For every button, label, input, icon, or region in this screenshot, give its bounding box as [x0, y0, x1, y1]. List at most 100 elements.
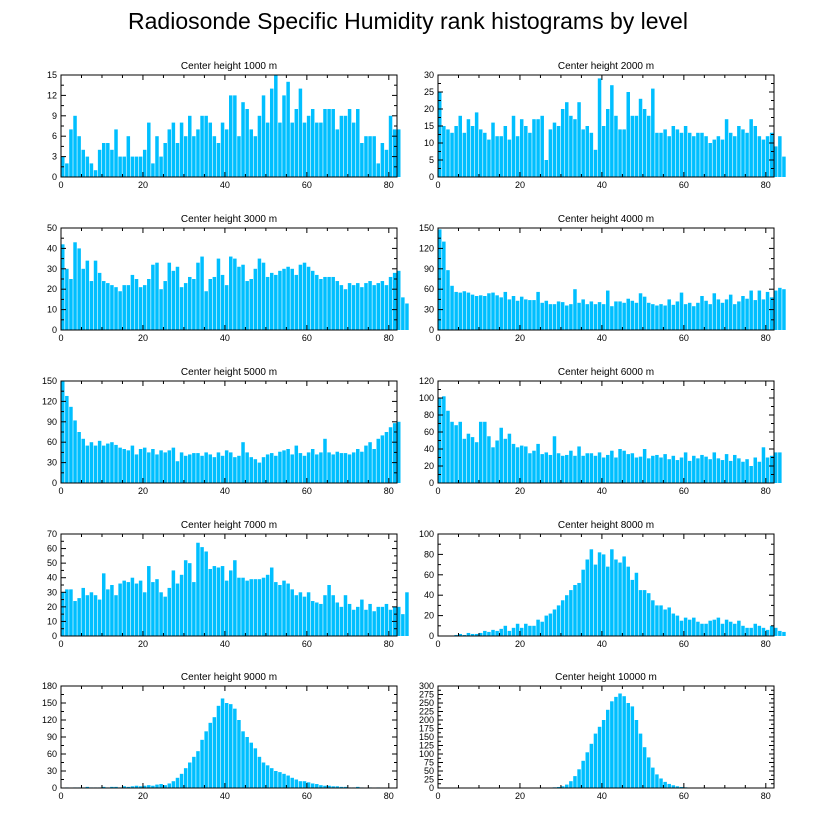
bar — [601, 457, 606, 483]
bar — [454, 291, 458, 330]
bar — [126, 582, 131, 636]
bar — [351, 609, 356, 636]
bar — [175, 143, 180, 177]
bar — [692, 617, 696, 636]
bar — [126, 285, 131, 330]
bar — [192, 582, 196, 636]
bar — [351, 452, 356, 483]
bar — [683, 304, 688, 330]
panel-4: Center height 4000 m 0 20 40 60 80 0 30 60 90 120 1… — [419, 214, 786, 343]
bar — [351, 122, 356, 177]
bar — [212, 276, 217, 330]
bar — [524, 446, 528, 483]
bar — [659, 778, 663, 788]
bar — [749, 119, 753, 177]
bar — [147, 566, 151, 636]
bar — [585, 559, 590, 636]
bar — [753, 457, 758, 483]
bar — [483, 630, 487, 636]
bar — [261, 457, 266, 483]
bar — [302, 455, 307, 483]
bar — [364, 283, 368, 330]
bar — [192, 756, 196, 788]
x-tick-label: 80 — [761, 486, 771, 496]
bar — [507, 630, 512, 636]
bar — [511, 296, 516, 330]
bar — [118, 583, 122, 636]
bar — [204, 452, 208, 483]
bar — [556, 126, 561, 177]
bar — [470, 126, 475, 177]
bar — [507, 433, 512, 483]
bar — [462, 291, 467, 330]
x-tick-label: 40 — [597, 486, 607, 496]
bar — [630, 579, 635, 636]
bar — [626, 298, 630, 330]
bar — [737, 126, 741, 177]
bar — [253, 268, 258, 330]
bar — [401, 614, 405, 636]
bar — [286, 81, 290, 177]
bar — [183, 560, 188, 636]
bar — [483, 132, 487, 177]
y-tick-label: 10 — [424, 138, 434, 148]
bar — [749, 627, 753, 636]
bar — [282, 268, 286, 330]
bar — [675, 301, 680, 330]
bar — [294, 274, 299, 330]
y-tick-label: 15 — [47, 70, 57, 80]
bar — [761, 139, 766, 177]
bar — [679, 132, 684, 177]
bar — [487, 631, 491, 636]
bar — [646, 302, 651, 330]
bar — [290, 777, 294, 788]
x-tick-label: 40 — [220, 639, 230, 649]
x-tick-label: 40 — [220, 791, 230, 801]
bar — [716, 617, 721, 636]
bar — [728, 621, 733, 636]
bar — [532, 450, 536, 483]
bar — [122, 786, 126, 788]
bar — [597, 302, 602, 330]
bar — [491, 292, 495, 330]
bar — [708, 304, 712, 330]
bar — [618, 301, 622, 330]
bar — [581, 129, 585, 177]
y-tick-label: 25 — [424, 775, 434, 785]
bar — [147, 279, 151, 330]
bar — [782, 289, 786, 330]
bar — [249, 279, 253, 330]
bar — [778, 136, 782, 177]
bar — [204, 291, 208, 330]
bar — [716, 136, 721, 177]
bar — [622, 450, 626, 483]
y-tick-label: 60 — [424, 427, 434, 437]
y-tick-label: 20 — [47, 284, 57, 294]
y-tick-label: 50 — [424, 766, 434, 776]
bar — [97, 272, 102, 330]
bar — [614, 115, 618, 177]
bar — [233, 95, 237, 177]
bar — [601, 720, 606, 788]
panel-title: Center height 10000 m — [555, 672, 657, 683]
bar — [294, 595, 299, 636]
bar — [356, 283, 360, 330]
bar — [163, 281, 167, 330]
bar — [155, 136, 159, 177]
bar — [101, 281, 106, 330]
y-tick-label: 0 — [429, 172, 434, 182]
y-tick-label: 150 — [419, 223, 434, 233]
bar — [577, 769, 581, 788]
bar — [745, 627, 749, 636]
bar — [327, 585, 331, 636]
bar — [167, 129, 172, 177]
bar — [565, 454, 569, 483]
bar — [97, 599, 102, 636]
bar — [155, 454, 159, 483]
bar — [372, 285, 376, 330]
bar — [663, 305, 667, 330]
bar — [368, 281, 372, 330]
bar — [347, 454, 352, 483]
bar — [741, 461, 745, 483]
bar — [110, 442, 114, 483]
